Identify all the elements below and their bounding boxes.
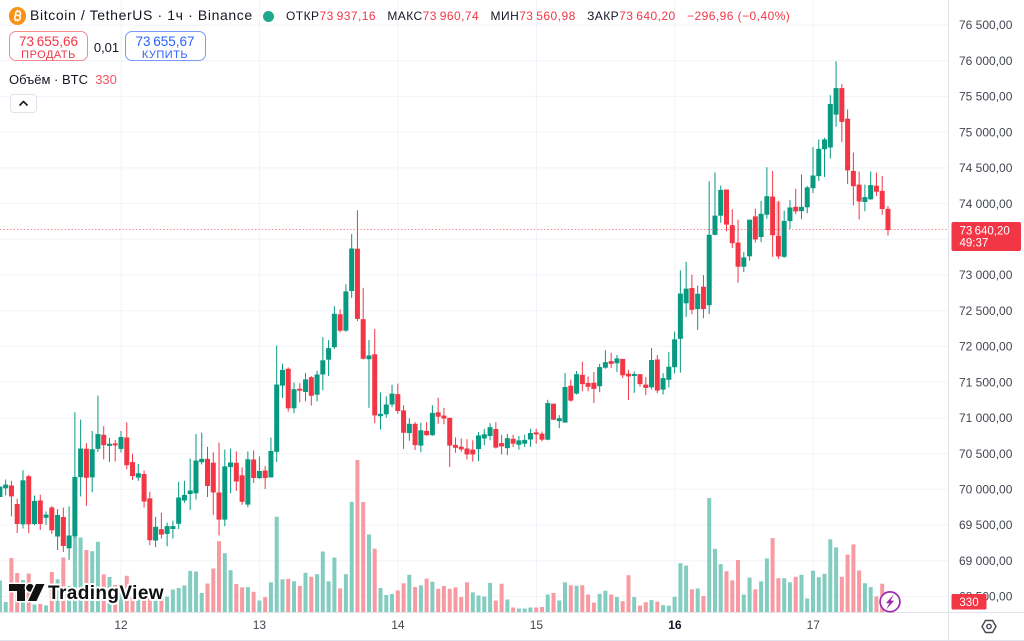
- svg-text:76 000,00: 76 000,00: [959, 54, 1013, 68]
- svg-text:15: 15: [530, 618, 544, 632]
- svg-text:70 500,00: 70 500,00: [959, 447, 1013, 461]
- svg-text:16: 16: [668, 618, 682, 632]
- svg-text:71 500,00: 71 500,00: [959, 375, 1013, 389]
- svg-text:17: 17: [807, 618, 821, 632]
- svg-text:69 500,00: 69 500,00: [959, 518, 1013, 532]
- svg-text:69 000,00: 69 000,00: [959, 554, 1013, 568]
- svg-text:TradingView: TradingView: [48, 583, 164, 604]
- svg-text:71 000,00: 71 000,00: [959, 411, 1013, 425]
- svg-text:330: 330: [959, 597, 978, 609]
- svg-text:74 000,00: 74 000,00: [959, 197, 1013, 211]
- svg-text:74 500,00: 74 500,00: [959, 161, 1013, 175]
- svg-text:73 640,20: 73 640,20: [960, 226, 1010, 238]
- svg-text:72 500,00: 72 500,00: [959, 304, 1013, 318]
- svg-text:73 000,00: 73 000,00: [959, 268, 1013, 282]
- svg-text:12: 12: [114, 618, 128, 632]
- svg-text:13: 13: [253, 618, 267, 632]
- svg-text:76 500,00: 76 500,00: [959, 18, 1013, 32]
- svg-text:72 000,00: 72 000,00: [959, 340, 1013, 354]
- svg-text:70 000,00: 70 000,00: [959, 483, 1013, 497]
- svg-text:75 500,00: 75 500,00: [959, 90, 1013, 104]
- svg-text:75 000,00: 75 000,00: [959, 125, 1013, 139]
- svg-text:49:37: 49:37: [960, 238, 989, 250]
- svg-text:14: 14: [391, 618, 405, 632]
